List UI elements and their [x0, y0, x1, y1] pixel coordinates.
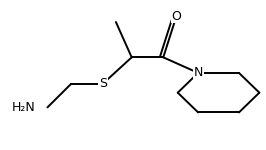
Text: S: S: [99, 77, 107, 90]
Text: N: N: [193, 66, 203, 79]
Text: H₂N: H₂N: [12, 101, 36, 114]
Text: O: O: [172, 10, 181, 23]
